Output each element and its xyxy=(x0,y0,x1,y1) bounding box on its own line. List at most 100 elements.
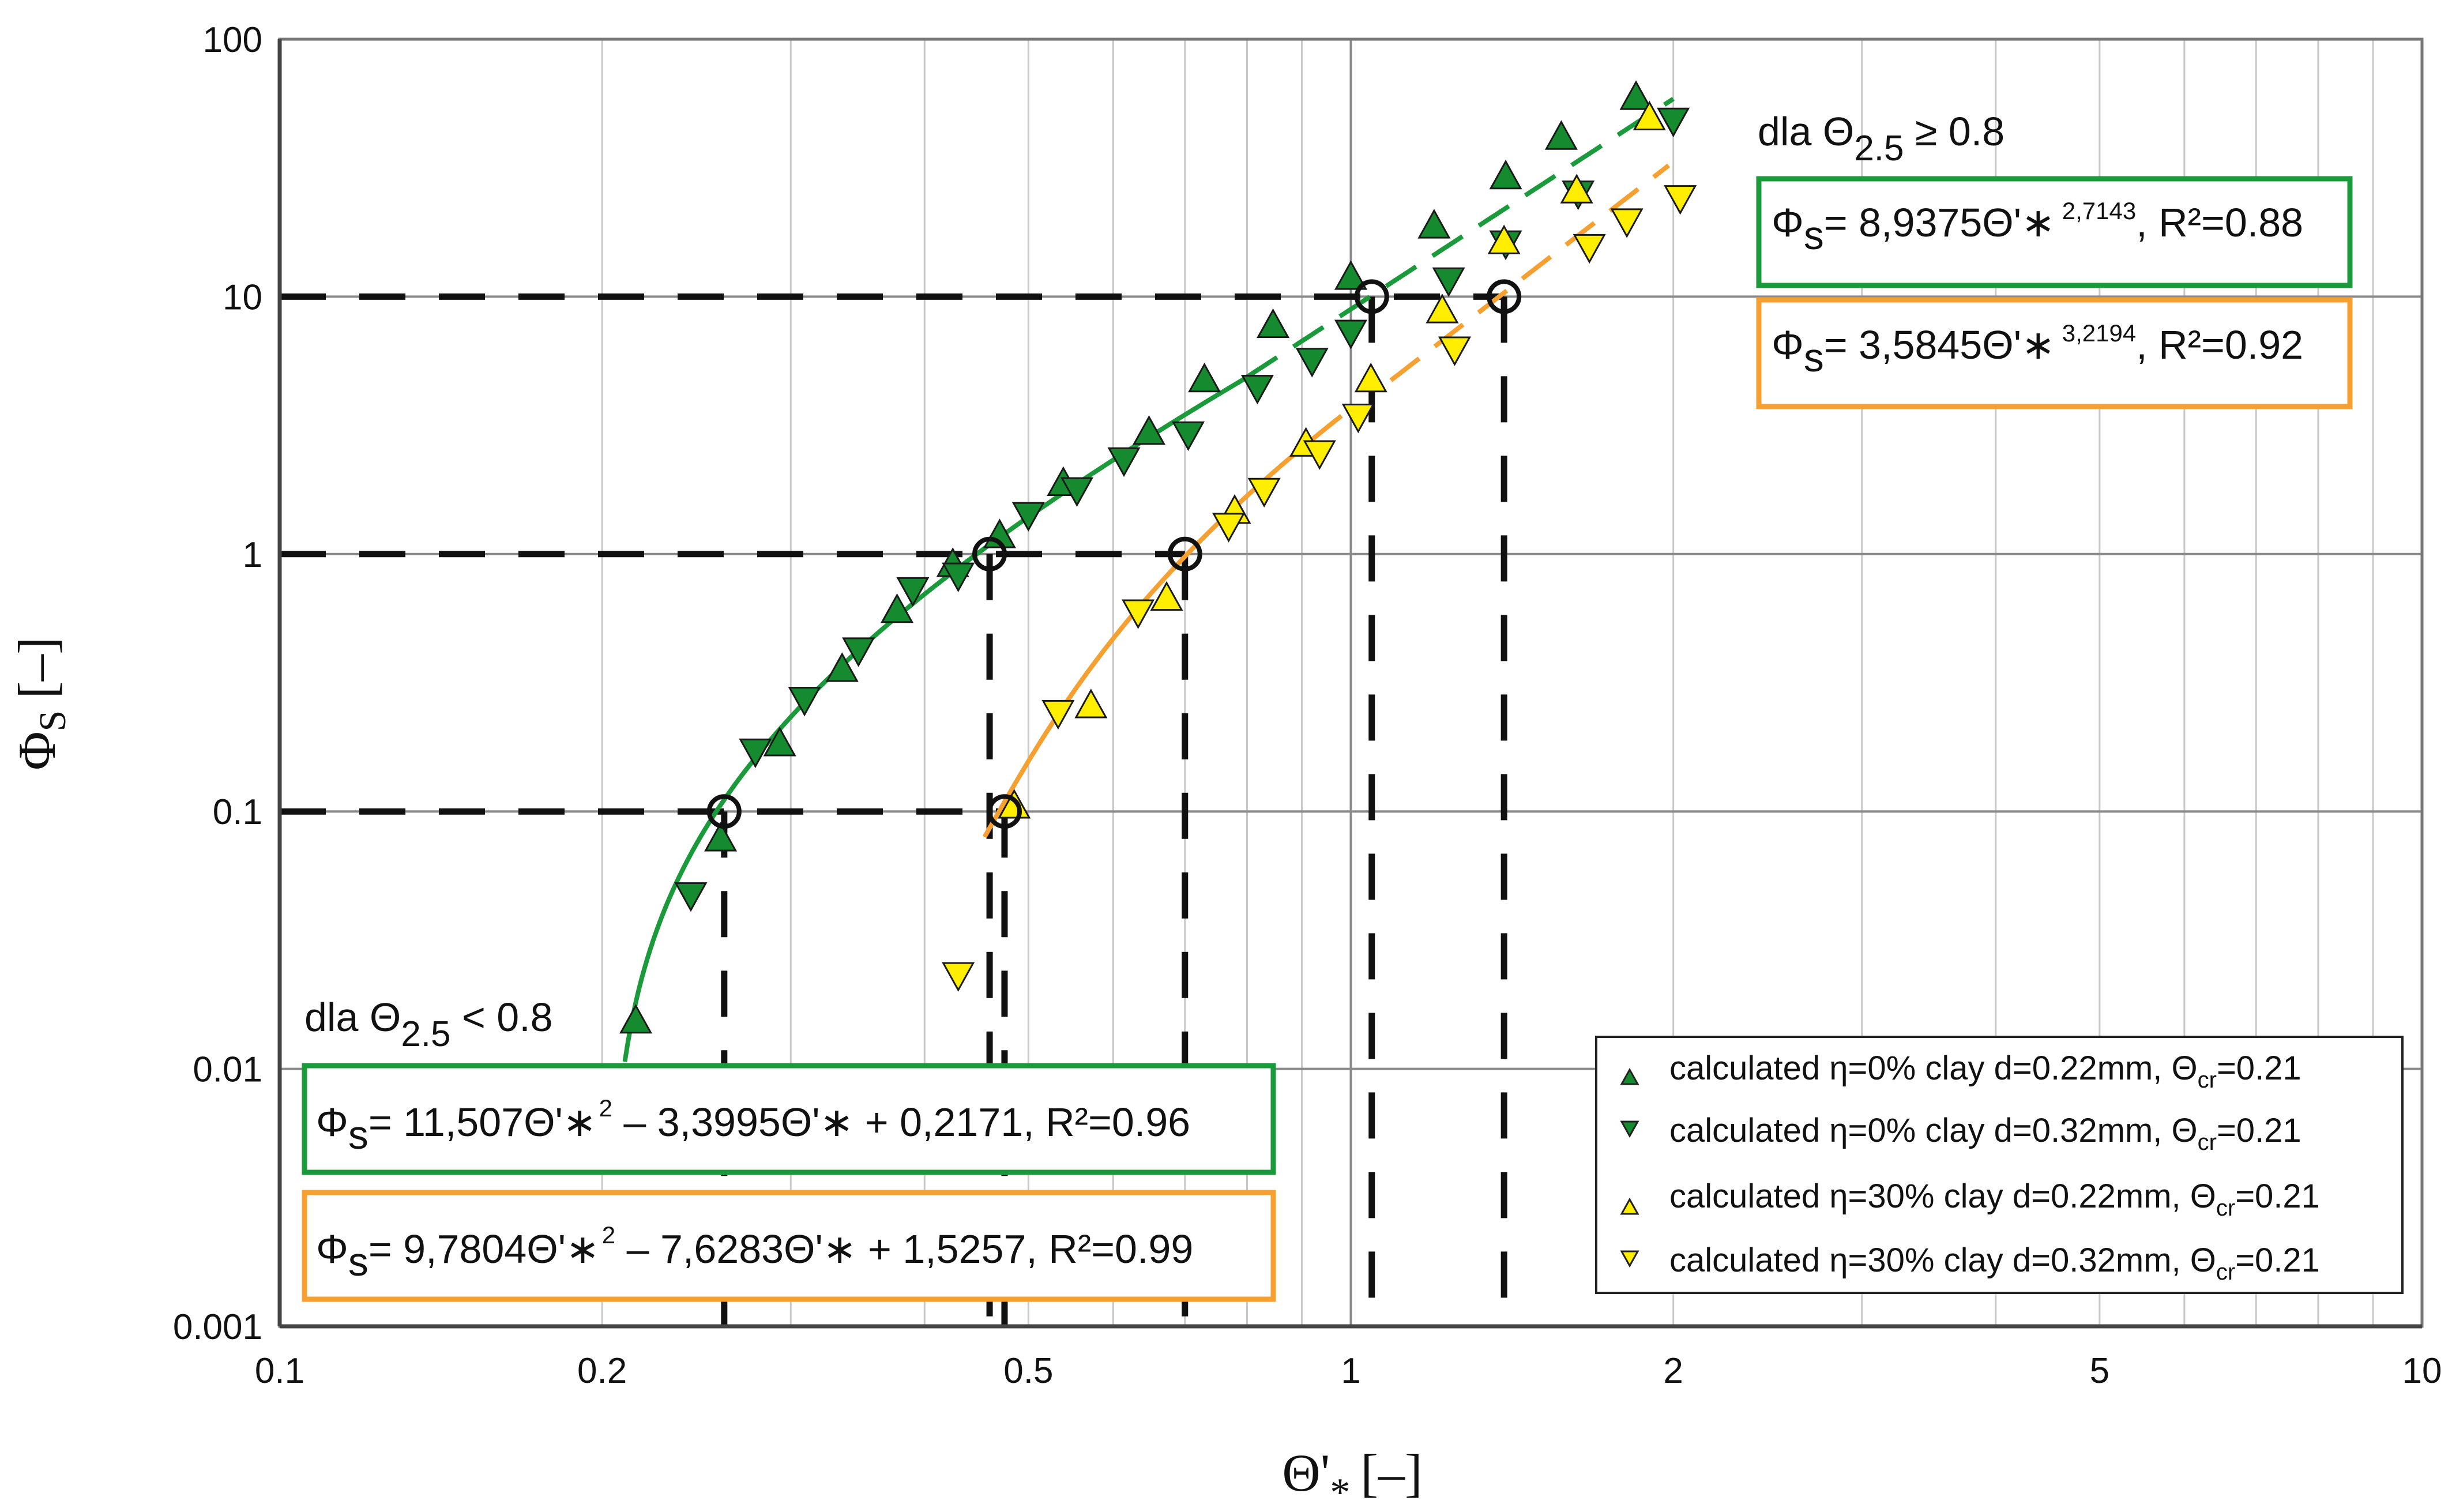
low-orange-eq-box xyxy=(302,1190,1276,1302)
low-orange-eq-sup: 2 xyxy=(602,1221,615,1248)
fit-curve-orange-low xyxy=(982,413,1343,838)
data-point-series-2 xyxy=(674,882,708,912)
data-point-series-4 xyxy=(1212,513,1246,543)
data-point-series-1 xyxy=(1188,362,1221,393)
high-green-eq-box xyxy=(1756,176,2353,288)
low-green-eq-sub: s xyxy=(348,1112,368,1157)
x-axis-title-main: Θ' xyxy=(1282,1443,1330,1502)
x-tick-label: 0.5 xyxy=(1003,1351,1053,1391)
x-tick-label: 1 xyxy=(1341,1351,1360,1391)
low-orange-eq-tail: – 7,6283Θ'∗ + 1,5257, R²=0.99 xyxy=(615,1227,1193,1272)
data-point-series-4 xyxy=(1247,477,1281,508)
legend-text-2-tail: =0.21 xyxy=(2217,1112,2301,1149)
legend-entry-2: calculated η=0% clay d=0.32mm, Θcr=0.21 xyxy=(1620,1112,2301,1155)
data-point-series-4 xyxy=(1041,699,1075,730)
data-point-series-2 xyxy=(1432,267,1465,298)
legend-text-3-sub: cr xyxy=(2216,1195,2235,1221)
high-orange-eq-main: = 3,5845Θ'∗ xyxy=(1824,322,2055,367)
data-point-series-3 xyxy=(1560,174,1593,204)
legend-text-2: calculated η=0% clay d=0.32mm, Θcr=0.21 xyxy=(1669,1112,2301,1155)
legend-text-2-sub: cr xyxy=(2198,1130,2217,1155)
fit-curve-orange-high xyxy=(1389,163,1670,382)
legend-marker-2 xyxy=(1620,1120,1639,1138)
data-point-series-4 xyxy=(1573,234,1606,264)
high-condition-prefix: dla Θ xyxy=(1758,109,1854,154)
legend-box xyxy=(1595,1036,2404,1294)
high-orange-eq-tail: , R²=0.92 xyxy=(2136,322,2303,367)
y-tick-label: 10 xyxy=(223,277,262,317)
fit-curve-green-low xyxy=(622,375,1248,1062)
data-point-series-4 xyxy=(942,962,975,992)
low-orange-eq-sub: s xyxy=(348,1239,368,1284)
reference-circle xyxy=(1167,536,1202,571)
y-axis-title-main: Φ xyxy=(7,731,66,770)
data-point-series-4 xyxy=(1610,208,1644,238)
data-point-series-1 xyxy=(1619,80,1653,110)
low-green-eq-box xyxy=(302,1063,1276,1175)
low-green-eq-sup: 2 xyxy=(599,1094,612,1122)
x-axis-title: Θ'* [–] xyxy=(1282,1443,1422,1512)
data-point-series-1 xyxy=(1544,120,1578,150)
high-green-eq: Φs= 8,9375Θ'∗ 2,7143, R²=0.88 xyxy=(1772,197,2303,258)
data-point-series-2 xyxy=(896,577,930,607)
data-point-series-1 xyxy=(825,652,859,682)
low-condition-rest: < 0.8 xyxy=(451,995,553,1040)
data-markers xyxy=(619,80,1697,1034)
low-green-eq: Φs= 11,507Θ'∗2 – 3,3995Θ'∗ + 0,2171, R²=… xyxy=(316,1094,1190,1157)
data-point-series-3 xyxy=(1426,294,1459,324)
high-green-eq-sub: s xyxy=(1804,213,1824,258)
y-tick-label: 1 xyxy=(243,535,262,575)
high-condition-label: dla Θ2.5 ≥ 0.8 xyxy=(1758,109,2005,168)
low-orange-eq: Φs= 9,7804Θ'∗2 – 7,6283Θ'∗ + 1,5257, R²=… xyxy=(316,1221,1193,1284)
x-tick-label: 2 xyxy=(1663,1351,1683,1391)
low-orange-eq-main: = 9,7804Θ'∗ xyxy=(368,1227,600,1272)
data-point-series-3 xyxy=(1633,100,1666,130)
data-point-series-3 xyxy=(1487,224,1521,254)
data-point-series-2 xyxy=(739,738,772,769)
x-tick-label: 5 xyxy=(2090,1351,2109,1391)
high-green-eq-sup: 2,7143 xyxy=(2062,197,2136,224)
legend-text-4-main: calculated η=30% clay d=0.32mm, Θ xyxy=(1669,1242,2216,1279)
legend-entry-3: calculated η=30% clay d=0.22mm, Θcr=0.21 xyxy=(1620,1178,2320,1221)
y-tick-label: 0.001 xyxy=(173,1307,262,1347)
high-orange-eq-sup: 3,2194 xyxy=(2062,319,2136,347)
low-condition-prefix: dla Θ xyxy=(304,995,401,1040)
high-orange-eq-box xyxy=(1756,297,2353,409)
reference-circle xyxy=(1487,279,1522,314)
low-orange-eq-lead: Φ xyxy=(316,1227,348,1272)
legend-marker-4 xyxy=(1620,1250,1639,1268)
x-axis-title-unit: [–] xyxy=(1360,1443,1422,1502)
data-point-series-1 xyxy=(1257,308,1290,338)
legend-text-4: calculated η=30% clay d=0.32mm, Θcr=0.21 xyxy=(1669,1242,2320,1285)
data-point-series-2 xyxy=(1657,107,1690,138)
data-point-series-4 xyxy=(1664,185,1697,215)
data-point-series-2 xyxy=(788,687,821,717)
legend-text-3-tail: =0.21 xyxy=(2235,1178,2320,1215)
y-axis-title-unit: [–] xyxy=(7,637,66,698)
high-orange-eq-sub: s xyxy=(1804,335,1824,380)
data-point-series-2 xyxy=(842,637,875,667)
low-condition-label: dla Θ2.5 < 0.8 xyxy=(304,995,553,1054)
data-point-series-2 xyxy=(942,562,975,593)
data-point-series-1 xyxy=(763,727,796,757)
legend-text-1-tail: =0.21 xyxy=(2217,1050,2301,1087)
data-point-series-1 xyxy=(881,593,914,623)
axes: 0.1 0.2 0.5 1 2 5 10 0.001 0.01 0.1 1 10 100 xyxy=(173,20,2442,1391)
high-condition-rest: ≥ 0.8 xyxy=(1904,109,2005,154)
high-orange-eq: Φs= 3,5845Θ'∗ 3,2194, R²=0.92 xyxy=(1772,319,2303,380)
legend: calculated η=0% clay d=0.22mm, Θcr=0.21 … xyxy=(1595,1036,2404,1294)
legend-text-1: calculated η=0% clay d=0.22mm, Θcr=0.21 xyxy=(1669,1050,2301,1093)
data-point-series-3 xyxy=(1354,362,1387,393)
low-green-eq-tail: – 3,3995Θ'∗ + 0,2171, R²=0.96 xyxy=(612,1100,1190,1145)
high-green-eq-tail: , R²=0.88 xyxy=(2136,200,2303,245)
data-point-series-2 xyxy=(1060,477,1094,507)
fit-curves xyxy=(622,97,1675,1062)
legend-text-3-main: calculated η=30% clay d=0.22mm, Θ xyxy=(1669,1178,2216,1215)
x-tick-label: 10 xyxy=(2402,1351,2442,1391)
reference-circle xyxy=(972,536,1007,571)
reference-circle xyxy=(706,794,742,829)
data-point-series-1 xyxy=(1489,159,1522,190)
data-point-series-2 xyxy=(1334,319,1368,349)
data-point-series-2 xyxy=(1240,374,1274,405)
